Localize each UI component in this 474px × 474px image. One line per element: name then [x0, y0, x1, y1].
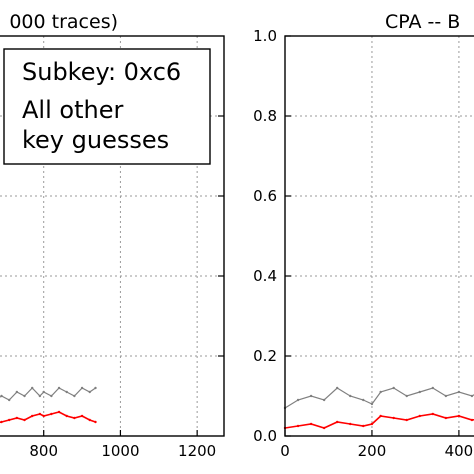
- left-series-1-point-14: [94, 420, 97, 424]
- right-series-1-point-11: [418, 414, 421, 418]
- left-series-1-point-13: [88, 418, 91, 422]
- right-series-0-point-12: [431, 386, 435, 390]
- left-series-0-point-10: [65, 390, 68, 394]
- left-series-0-point-1: [0, 394, 3, 398]
- right-series-0-point-13: [444, 394, 448, 398]
- right-ytick-label-3: 0.6: [253, 187, 277, 205]
- right-ytick-label-0: 0.0: [253, 427, 277, 445]
- right-panel: CPA -- B 0 200 400 0.0 0.2 0.4 0.6 0.8 1.0: [253, 11, 474, 460]
- right-series-0-point-1: [296, 398, 300, 402]
- left-series-1-point-5: [30, 414, 34, 418]
- left-series-0-point-12: [80, 386, 84, 390]
- right-series-1-point-9: [392, 416, 395, 420]
- legend-box: [3, 48, 211, 165]
- left-series-line-1: [0, 411, 96, 424]
- left-series-1-point-7: [42, 414, 45, 418]
- right-xtick-label-1: 200: [358, 442, 387, 460]
- left-xtick-label-1: 1000: [101, 442, 139, 460]
- right-series-1-point-13: [444, 416, 448, 420]
- right-series-1-point-10: [405, 418, 408, 422]
- legend-label-other-1: All other: [22, 96, 123, 124]
- right-series-0-point-7: [370, 402, 374, 406]
- left-title: 000 traces): [9, 11, 118, 33]
- right-ytick-label-4: 0.8: [253, 107, 277, 125]
- left-series-1-point-12: [80, 414, 84, 418]
- right-series-line-0: [284, 387, 474, 409]
- right-title: CPA -- B: [385, 11, 460, 33]
- right-series-1-point-4: [335, 420, 339, 424]
- right-series-0-point-5: [349, 394, 352, 398]
- right-series-0-point-9: [392, 386, 395, 390]
- left-series-0-point-7: [42, 390, 45, 394]
- right-series-0-point-10: [405, 394, 408, 398]
- legend-label-subkey: Subkey: 0xc6: [22, 58, 181, 86]
- left-panel: 000 traces) 800 1000 1200 Subkey: 0xc6 All…: [0, 11, 225, 460]
- left-series-1-point-3: [15, 416, 19, 420]
- right-series-1-point-14: [457, 414, 461, 418]
- left-series-0-point-14: [94, 386, 97, 390]
- left-xtick-label-0: 800: [29, 442, 58, 460]
- right-series-0-point-2: [309, 394, 313, 398]
- right-axes-frame: [284, 35, 474, 437]
- right-series-1-point-2: [309, 422, 313, 426]
- right-series-1-point-12: [431, 412, 435, 416]
- legend: Subkey: 0xc6 All other key guesses: [3, 48, 211, 165]
- right-ytick-label-1: 0.2: [253, 347, 277, 365]
- right-series-0-point-15: [470, 394, 474, 398]
- right-ytick-label-5: 1.0: [253, 27, 277, 45]
- left-series-0-point-6: [38, 394, 42, 398]
- right-series-0-point-4: [335, 386, 339, 390]
- right-ytick-label-2: 0.4: [253, 267, 277, 285]
- right-series-1-point-7: [370, 422, 374, 426]
- right-series-0-point-8: [379, 390, 382, 394]
- left-series-0-point-5: [30, 386, 34, 390]
- right-xtick-label-0: 0: [280, 442, 290, 460]
- left-series-0-point-9: [57, 386, 61, 390]
- right-series-1-point-6: [362, 424, 365, 428]
- left-xtick-label-2: 1200: [178, 442, 216, 460]
- left-series-0-point-2: [7, 398, 11, 402]
- right-series-0-point-14: [457, 390, 461, 394]
- right-xtick-label-2: 400: [445, 442, 474, 460]
- left-series-line-0: [0, 387, 96, 401]
- legend-label-other-2: key guesses: [22, 126, 169, 154]
- right-series-1-point-1: [296, 424, 300, 428]
- left-series-0-point-8: [50, 394, 53, 398]
- right-series-1-point-5: [349, 422, 352, 426]
- right-series-1-point-15: [470, 418, 474, 422]
- left-series-1-point-9: [57, 410, 61, 414]
- left-series-0-point-11: [73, 394, 76, 398]
- left-series-1-point-6: [38, 412, 42, 416]
- left-axes-frame: [0, 35, 225, 437]
- right-series-1-point-8: [379, 414, 382, 418]
- left-series-0-point-13: [88, 390, 91, 394]
- left-series-1-point-11: [73, 416, 76, 420]
- right-series-0-point-6: [362, 398, 365, 402]
- right-series-0-point-3: [322, 398, 326, 402]
- left-series-1-point-8: [50, 412, 53, 416]
- right-series-0-point-11: [418, 390, 421, 394]
- left-series-1-point-10: [65, 414, 68, 418]
- left-series-0-point-3: [15, 390, 19, 394]
- left-series-1-point-4: [23, 418, 26, 422]
- left-series-1-point-2: [7, 418, 11, 422]
- left-series-1-point-1: [0, 420, 3, 424]
- right-series-1-point-3: [322, 426, 326, 430]
- left-series-0-point-4: [23, 394, 26, 398]
